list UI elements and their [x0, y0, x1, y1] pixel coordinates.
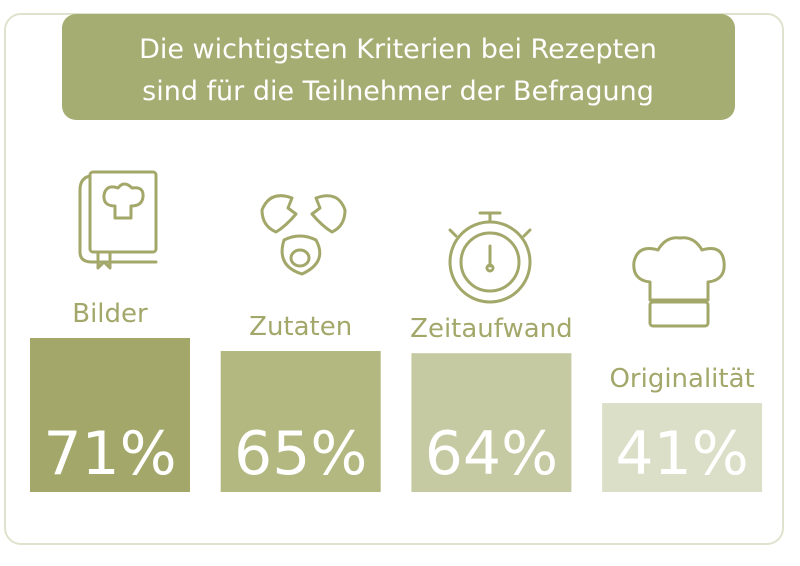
chef-hat-icon — [632, 236, 726, 328]
egg-icon — [260, 194, 347, 276]
chart-title: Die wichtigsten Kriterien bei Rezepten — [139, 34, 657, 65]
category-label: Originalität — [609, 364, 754, 394]
stopwatch-icon — [448, 211, 532, 304]
category-label: Zutaten — [249, 312, 352, 342]
bar — [220, 351, 381, 492]
value-label: 64% — [425, 419, 558, 489]
category-label: Bilder — [72, 299, 148, 329]
title-banner — [62, 14, 735, 120]
book-icon — [78, 170, 158, 270]
value-label: 41% — [615, 419, 748, 489]
bar — [602, 403, 763, 492]
bar — [30, 338, 190, 492]
value-label: 71% — [43, 419, 176, 489]
value-label: 65% — [234, 419, 367, 489]
category-label: Zeitaufwand — [410, 314, 573, 344]
chart-title: sind für die Teilnehmer der Befragung — [142, 76, 654, 107]
bar — [411, 353, 572, 492]
